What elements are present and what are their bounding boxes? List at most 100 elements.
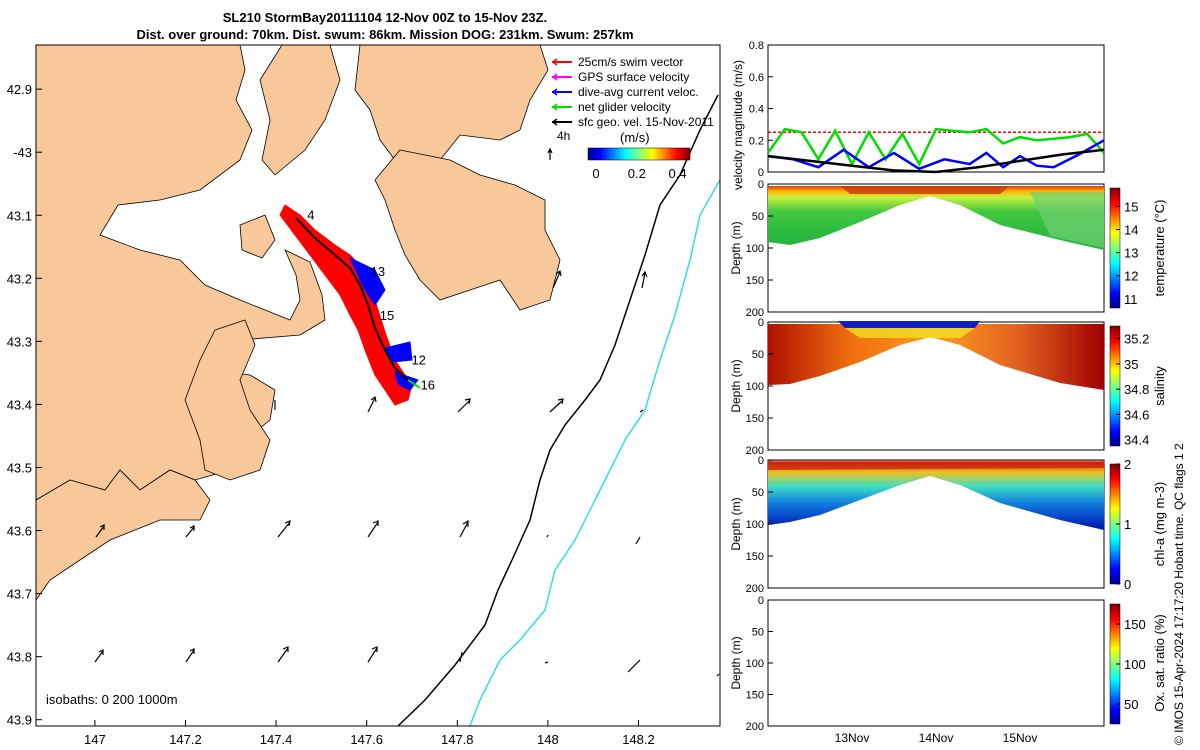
- track-label: 16: [421, 378, 435, 393]
- colorbar-tick-label: 12: [1124, 269, 1138, 284]
- map-colorbar-tick: 0.2: [628, 166, 646, 181]
- colorbar-tick-label: 15: [1124, 199, 1138, 214]
- time-axis: 13Nov 14Nov 15Nov: [835, 731, 1038, 745]
- legend-time-scale: 4h: [557, 129, 570, 143]
- legend-label: 25cm/s swim vector: [578, 55, 683, 69]
- vel-arrow: [549, 398, 564, 413]
- vel-arrow: [95, 524, 105, 538]
- depth-tick-label: 200: [746, 307, 764, 319]
- depth-tick-label: 200: [746, 445, 764, 457]
- velocity-series-line: [767, 139, 1105, 171]
- velocity-ylabel: velocity magnitude (m/s): [731, 60, 745, 190]
- map-y-tick-label: 42.9: [7, 82, 32, 97]
- colorbar-tick-label: 35.2: [1124, 332, 1149, 347]
- colorbar-tick-label: 35: [1124, 357, 1138, 372]
- depth-tick-label: 100: [746, 243, 764, 255]
- legend-label: net glider velocity: [578, 100, 671, 114]
- map-x-tick-label: 147.6: [350, 732, 383, 747]
- land-masses: [36, 45, 561, 601]
- velocity-y-tick-label: 0.2: [749, 135, 764, 147]
- colorbar-label: chl-a (mg m-3): [1152, 482, 1167, 567]
- depth-axes: 0 50 100 150 200 Depth (m) 0 50 100 150 200 Depth (…: [729, 179, 773, 733]
- depth-tick-label: 200: [746, 721, 764, 733]
- map-y-tick-label: 43.1: [7, 208, 32, 223]
- legend-arrowhead: [552, 103, 558, 111]
- map-y-axis: 42.9 -43 43.1 43.2 43.3 43.4 43.5 43.6 43.7 43.8 4…: [7, 82, 42, 728]
- map-colorbar-tick: 0.4: [669, 166, 687, 181]
- map-colorbar-label: (m/s): [620, 130, 650, 145]
- depth-tick-label: 50: [752, 211, 764, 223]
- land-bruny: [184, 319, 271, 481]
- glider-track: [279, 204, 421, 406]
- vel-arrow: [716, 673, 720, 677]
- oxygen-panel: [767, 599, 1121, 727]
- colorbar-tick-label: 34.6: [1124, 407, 1149, 422]
- surface-velocity-arrows: [94, 147, 720, 677]
- velocity-series-line: [766, 127, 1105, 167]
- map-x-axis: 147 147.2 147.4 147.6 147.8 148 148.2: [84, 720, 655, 747]
- salinity-panel: [767, 321, 1121, 451]
- chla-max-band: [768, 460, 1104, 470]
- depth-tick-label: 0: [758, 317, 764, 329]
- colorbar-tick-label: 150: [1124, 617, 1146, 632]
- time-tick-label: 14Nov: [919, 731, 954, 745]
- map-x-tick-label: 148.2: [622, 732, 655, 747]
- colorbar-tick-label: 13: [1124, 246, 1138, 261]
- map-y-tick-label: 43.3: [7, 334, 32, 349]
- land-forestier: [354, 45, 549, 171]
- track-label: 15: [380, 308, 394, 323]
- depth-tick-label: 150: [746, 551, 764, 563]
- colorbar-label: Ox. sat. ratio (%): [1152, 614, 1167, 712]
- salinity-field: [768, 324, 1104, 390]
- vel-arrow: [185, 648, 195, 663]
- velocity-series-line: [767, 148, 1105, 174]
- vel-arrow: [459, 651, 463, 663]
- track-labels: 4 13 15 12 16: [307, 207, 435, 392]
- colorbar-tick-label: 14: [1124, 223, 1138, 238]
- isobath-1000m: [469, 179, 721, 727]
- salinity-colorbar: [1109, 325, 1121, 447]
- land-tasman-peninsula-north: [259, 45, 341, 176]
- colorbar-tick-label: 34.8: [1124, 382, 1149, 397]
- land-tasman-peninsula: [374, 149, 561, 311]
- temperature-colorbar: [1109, 187, 1121, 309]
- colorbar-tick-label: 0: [1124, 577, 1131, 592]
- map-y-tick-label: 43.5: [7, 460, 32, 475]
- depth-tick-label: 0: [758, 595, 764, 607]
- vel-arrow: [635, 536, 641, 545]
- isobaths-label: isobaths: 0 200 1000m: [46, 692, 178, 707]
- vel-arrow: [641, 270, 648, 289]
- vel-arrow: [627, 659, 641, 673]
- temperature-field: [768, 186, 1104, 250]
- map-y-tick-label: 43.8: [7, 650, 32, 665]
- velocity-y-tick-label: 0.6: [749, 72, 764, 84]
- colorbar-tick-label: 11: [1124, 292, 1138, 307]
- depth-tick-label: 50: [752, 487, 764, 499]
- chla-field: [768, 462, 1104, 530]
- colorbar-tick-label: 34.4: [1124, 433, 1149, 448]
- velocity-series: [766, 127, 1105, 174]
- vel-arrow: [552, 269, 562, 289]
- map-colorbar: [587, 147, 691, 161]
- vel-arrow: [367, 395, 377, 413]
- track-label: 4: [307, 207, 314, 222]
- land-bruny-island: [36, 469, 211, 601]
- colorbar-tick-label: 1: [1124, 517, 1131, 532]
- colorbar-tick-label: 2: [1124, 457, 1131, 472]
- map-y-tick-label: 43.7: [7, 587, 32, 602]
- time-tick-label: 15Nov: [1003, 731, 1038, 745]
- track-label: 13: [371, 264, 385, 279]
- velocity-panel: 0 0.2 0.4 0.6 0.8 velocity magnitude (m/s): [731, 40, 1105, 190]
- depth-ylabel: Depth (m): [729, 221, 743, 274]
- vel-arrow: [94, 649, 104, 663]
- depth-tick-label: 0: [758, 179, 764, 191]
- chla-panel: [767, 459, 1121, 589]
- temperature-cold-east: [1030, 192, 1104, 248]
- isobath-200m: [397, 94, 719, 727]
- depth-tick-label: 150: [746, 413, 764, 425]
- vel-arrow: [367, 520, 379, 538]
- depth-tick-label: 100: [746, 658, 764, 670]
- legend-label: GPS surface velocity: [578, 70, 689, 84]
- map-x-tick-label: 147.2: [169, 732, 202, 747]
